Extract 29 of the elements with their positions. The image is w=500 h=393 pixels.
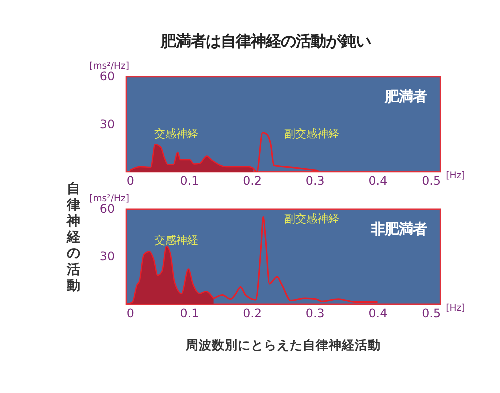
- y-axis-title: [ms²/Hz]: [90, 60, 130, 72]
- x-tick-label: 0.4: [368, 306, 388, 321]
- x-tick-label: 0.2: [243, 174, 262, 188]
- x-tick-label: 0.3: [306, 174, 325, 188]
- text: 自律神経の活動: [66, 181, 82, 294]
- y-tick-label: 60: [100, 70, 116, 84]
- annotation: 副交感神経: [284, 127, 340, 140]
- y-tick-label: 60: [100, 202, 116, 216]
- annotation: 交感神経: [154, 127, 199, 140]
- x-tick-label: 0: [126, 306, 134, 321]
- y-tick-label: 30: [100, 250, 116, 264]
- x-tick-label: 0.4: [368, 174, 388, 188]
- y-axis-title: [ms²/Hz]: [90, 193, 130, 204]
- x-tick-label: 0.5: [422, 306, 441, 321]
- x-tick-label: 0.2: [243, 306, 262, 321]
- x-axis-title: [Hz]: [446, 170, 466, 182]
- annotation: 非肥満者: [370, 222, 427, 238]
- annotation: 副交感神経: [284, 212, 340, 226]
- x-tick-label: 0.5: [422, 174, 441, 188]
- x-tick-label: 0: [126, 174, 134, 188]
- annotation: 交感神経: [154, 234, 199, 248]
- y-tick-label: 30: [100, 117, 116, 132]
- x-tick-label: 0.1: [180, 306, 200, 321]
- x-tick-label: 0.3: [306, 306, 325, 321]
- chart-title: 肥満者は自律神経の活動が鈍い: [160, 32, 371, 51]
- x-tick-label: 0.1: [180, 174, 200, 188]
- text: 周波数別にとらえた自律神経活動: [185, 337, 382, 354]
- annotation: 肥満者: [384, 90, 427, 106]
- x-axis-title: [Hz]: [446, 302, 466, 314]
